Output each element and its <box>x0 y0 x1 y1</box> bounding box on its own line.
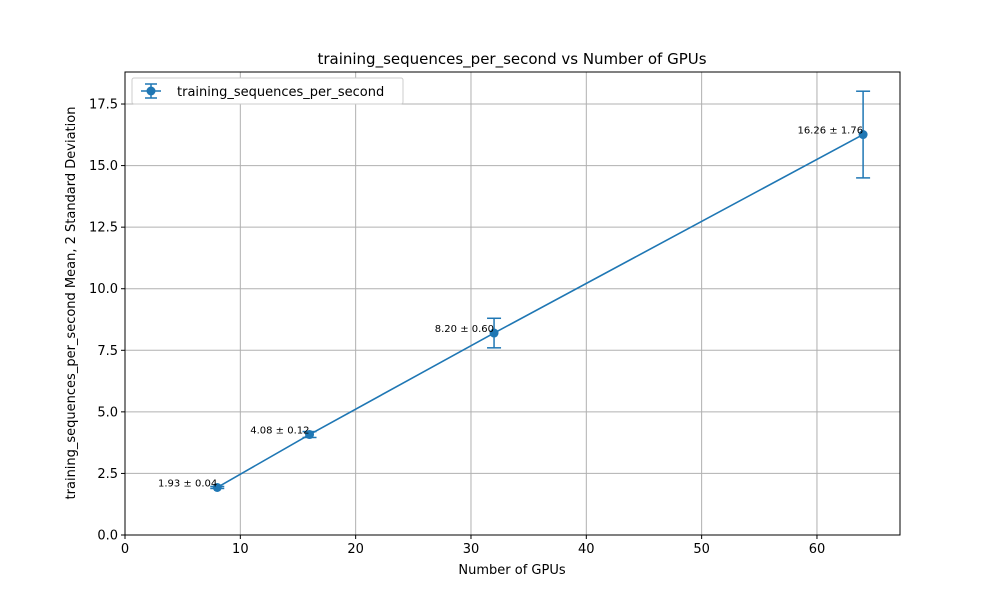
data-point <box>305 430 315 440</box>
y-tick-label: 15.0 <box>89 159 118 174</box>
series-line <box>216 133 864 489</box>
y-tick-label: 7.5 <box>97 344 118 359</box>
y-tick-label: 12.5 <box>89 221 118 236</box>
legend-point <box>146 86 156 96</box>
data-point <box>212 482 222 492</box>
data-label: 16.26 ± 1.76 <box>797 126 863 137</box>
x-tick-label: 20 <box>347 542 364 557</box>
legend-marker <box>141 83 161 99</box>
data-label: 4.08 ± 0.12 <box>250 426 309 437</box>
grid <box>124 72 900 536</box>
x-tick-label: 60 <box>809 542 826 557</box>
x-tick-label: 50 <box>693 542 710 557</box>
y-tick-label: 5.0 <box>97 405 118 420</box>
y-tick-label: 10.0 <box>89 282 118 297</box>
y-tick-label: 17.5 <box>89 98 118 113</box>
data-label: 1.93 ± 0.04 <box>158 478 217 489</box>
plot-frame <box>124 71 901 536</box>
x-axis-title: Number of GPUs <box>458 563 565 578</box>
series-layer: 1.93 ± 0.04 4.08 ± 0.12 8.20 ± 0.60 16.26 ±… <box>158 90 871 492</box>
x-tick-label: 30 <box>463 542 480 557</box>
y-axis-title: training_sequences_per_second Mean, 2 St… <box>64 107 79 500</box>
data-point <box>489 328 499 338</box>
chart-title: training_sequences_per_second vs Number … <box>317 50 706 69</box>
x-tick-label: 40 <box>578 542 595 557</box>
legend: training_sequences_per_second <box>131 77 404 105</box>
x-tick-label: 10 <box>232 542 249 557</box>
legend-label: training_sequences_per_second <box>177 85 384 100</box>
data-label: 8.20 ± 0.60 <box>435 324 494 335</box>
x-tick-label: 0 <box>121 542 129 557</box>
legend-box <box>131 77 404 105</box>
ticks-layer: 0 10 20 30 40 50 60 0.0 2.5 5.0 7.5 10.0 12.5 15.0 17.… <box>89 98 825 557</box>
y-tick-label: 0.0 <box>97 529 118 544</box>
data-point <box>858 130 868 140</box>
y-tick-label: 2.5 <box>97 467 118 482</box>
